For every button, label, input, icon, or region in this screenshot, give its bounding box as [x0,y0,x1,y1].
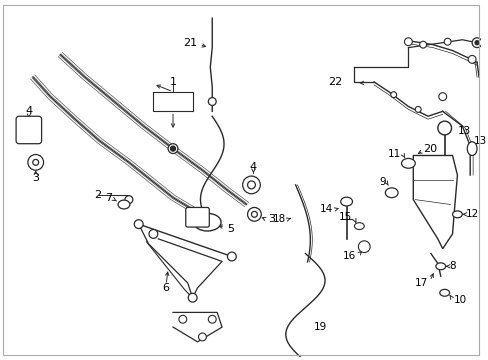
Circle shape [247,207,261,221]
Text: 20: 20 [422,144,436,154]
Circle shape [134,220,143,229]
Text: 13: 13 [473,136,487,146]
Text: 4: 4 [249,162,257,172]
Text: 21: 21 [183,38,197,48]
Ellipse shape [401,158,414,168]
Text: 18: 18 [272,214,285,224]
Circle shape [468,55,475,63]
Ellipse shape [385,188,397,198]
Circle shape [28,154,43,170]
Circle shape [188,293,197,302]
Circle shape [404,38,411,46]
Circle shape [242,176,260,194]
Circle shape [471,38,481,48]
Circle shape [33,159,39,165]
Ellipse shape [354,223,364,230]
Circle shape [247,181,255,189]
Text: 15: 15 [339,212,352,222]
Text: 7: 7 [105,193,112,203]
Text: 11: 11 [387,149,401,158]
Text: 4: 4 [25,106,32,116]
Circle shape [208,315,216,323]
Circle shape [170,146,175,151]
Circle shape [149,230,158,238]
Text: 19: 19 [313,322,326,332]
Ellipse shape [193,213,221,231]
Circle shape [390,92,396,98]
Text: 12: 12 [466,209,479,219]
Text: 1: 1 [169,77,176,87]
Text: 5: 5 [226,224,233,234]
Circle shape [227,252,236,261]
Circle shape [125,196,133,203]
Circle shape [179,315,186,323]
Ellipse shape [451,211,461,218]
Circle shape [419,41,426,48]
FancyBboxPatch shape [16,116,41,144]
Text: 2: 2 [94,190,101,200]
Text: 22: 22 [328,77,342,87]
Ellipse shape [340,197,352,206]
Circle shape [168,144,178,153]
Ellipse shape [439,289,448,296]
Circle shape [474,41,478,45]
Text: 13: 13 [456,126,470,136]
Text: 6: 6 [163,283,169,293]
Text: 10: 10 [452,294,466,305]
Circle shape [438,93,446,100]
Text: 8: 8 [448,261,455,271]
Circle shape [251,211,257,217]
Text: 16: 16 [343,252,356,261]
Circle shape [358,241,369,253]
Circle shape [437,121,450,135]
Text: 14: 14 [319,204,332,215]
Text: 17: 17 [414,278,427,288]
Circle shape [414,107,420,112]
Text: 3: 3 [267,214,275,224]
Text: 9: 9 [378,177,385,187]
Circle shape [208,98,216,105]
Circle shape [198,333,206,341]
Ellipse shape [435,263,445,270]
Ellipse shape [467,142,476,156]
Circle shape [443,38,450,45]
Text: 3: 3 [32,173,39,183]
Polygon shape [412,156,456,249]
Ellipse shape [118,200,130,209]
FancyBboxPatch shape [185,207,209,227]
